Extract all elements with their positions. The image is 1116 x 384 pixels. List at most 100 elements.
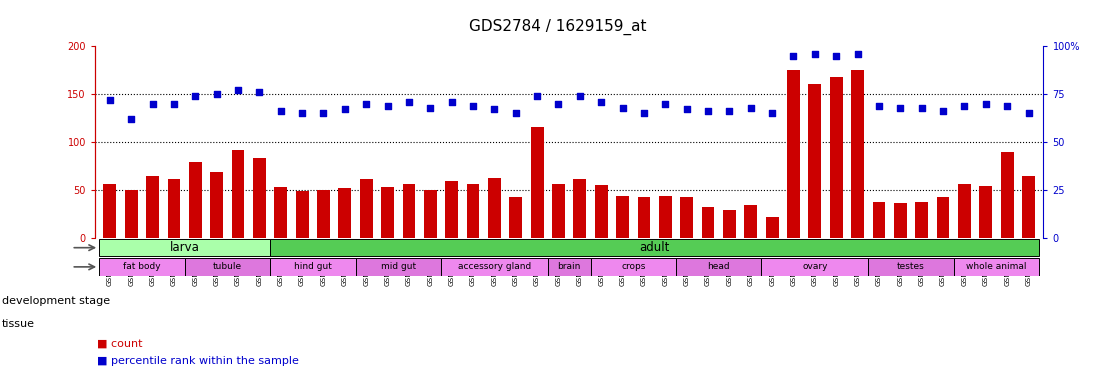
Bar xyxy=(275,187,287,238)
Point xyxy=(357,101,375,107)
Point xyxy=(294,110,311,116)
Point xyxy=(699,108,716,114)
Point xyxy=(571,93,589,99)
Bar xyxy=(954,258,1039,276)
Bar xyxy=(681,197,693,238)
Bar xyxy=(552,184,565,238)
Text: GDS2784 / 1629159_at: GDS2784 / 1629159_at xyxy=(469,18,647,35)
Bar xyxy=(852,70,864,238)
Bar xyxy=(466,184,480,238)
Bar xyxy=(574,179,586,238)
Text: development stage: development stage xyxy=(2,296,110,306)
Text: ovary: ovary xyxy=(802,262,828,271)
Point xyxy=(208,91,225,97)
Point xyxy=(250,89,268,95)
Point xyxy=(272,108,290,114)
Point xyxy=(955,103,973,109)
Text: crops: crops xyxy=(622,262,645,271)
Point xyxy=(827,53,845,59)
Bar xyxy=(403,184,415,238)
Bar xyxy=(915,202,929,238)
Bar xyxy=(270,258,356,276)
Point xyxy=(635,110,653,116)
Point xyxy=(315,110,333,116)
Bar xyxy=(296,191,308,238)
Bar xyxy=(146,176,158,238)
Point xyxy=(144,101,162,107)
Point xyxy=(913,104,931,111)
Point xyxy=(934,108,952,114)
Bar xyxy=(424,190,436,238)
Point xyxy=(186,93,204,99)
Bar xyxy=(787,70,800,238)
Bar xyxy=(167,179,181,238)
Bar xyxy=(317,190,330,238)
Bar xyxy=(1022,176,1035,238)
Text: testes: testes xyxy=(897,262,925,271)
Bar xyxy=(232,150,244,238)
Bar xyxy=(830,77,843,238)
Bar xyxy=(441,258,548,276)
Bar xyxy=(808,84,821,238)
Point xyxy=(976,101,994,107)
Bar xyxy=(125,190,137,238)
Bar xyxy=(184,258,270,276)
Bar xyxy=(595,185,607,238)
Bar xyxy=(958,184,971,238)
Bar xyxy=(338,188,352,238)
Point xyxy=(593,99,610,105)
Bar xyxy=(99,258,184,276)
Point xyxy=(742,104,760,111)
Bar xyxy=(637,197,651,238)
Bar xyxy=(99,239,270,257)
Bar xyxy=(488,177,501,238)
Bar xyxy=(210,172,223,238)
Text: head: head xyxy=(708,262,730,271)
Text: adult: adult xyxy=(639,241,670,254)
Bar xyxy=(616,196,629,238)
Text: brain: brain xyxy=(558,262,580,271)
Point xyxy=(165,101,183,107)
Text: fat body: fat body xyxy=(123,262,161,271)
Bar xyxy=(658,196,672,238)
Point xyxy=(422,104,440,111)
Bar xyxy=(359,179,373,238)
Point xyxy=(549,101,567,107)
Point xyxy=(507,110,525,116)
Point xyxy=(656,101,674,107)
Bar xyxy=(382,187,394,238)
Point xyxy=(892,104,910,111)
Point xyxy=(806,51,824,57)
Bar xyxy=(189,162,202,238)
Bar xyxy=(980,186,992,238)
Text: ■ count: ■ count xyxy=(97,339,143,349)
Point xyxy=(998,103,1016,109)
Text: ■ percentile rank within the sample: ■ percentile rank within the sample xyxy=(97,356,299,366)
Bar xyxy=(868,258,954,276)
Bar xyxy=(744,205,757,238)
Text: whole animal: whole animal xyxy=(966,262,1027,271)
Bar xyxy=(761,258,868,276)
Bar xyxy=(894,203,906,238)
Point xyxy=(123,116,141,122)
Bar xyxy=(270,239,1039,257)
Bar xyxy=(936,197,950,238)
Point xyxy=(336,106,354,113)
Point xyxy=(614,104,632,111)
Text: hind gut: hind gut xyxy=(294,262,331,271)
Bar xyxy=(356,258,441,276)
Point xyxy=(1020,110,1038,116)
Bar xyxy=(873,202,885,238)
Bar xyxy=(590,258,676,276)
Bar xyxy=(723,210,735,238)
Point xyxy=(400,99,417,105)
Point xyxy=(378,103,396,109)
Bar xyxy=(104,184,116,238)
Bar xyxy=(702,207,714,238)
Bar xyxy=(676,258,761,276)
Point xyxy=(229,87,247,93)
Point xyxy=(870,103,888,109)
Bar xyxy=(1001,152,1013,238)
Point xyxy=(785,53,802,59)
Text: larva: larva xyxy=(170,241,200,254)
